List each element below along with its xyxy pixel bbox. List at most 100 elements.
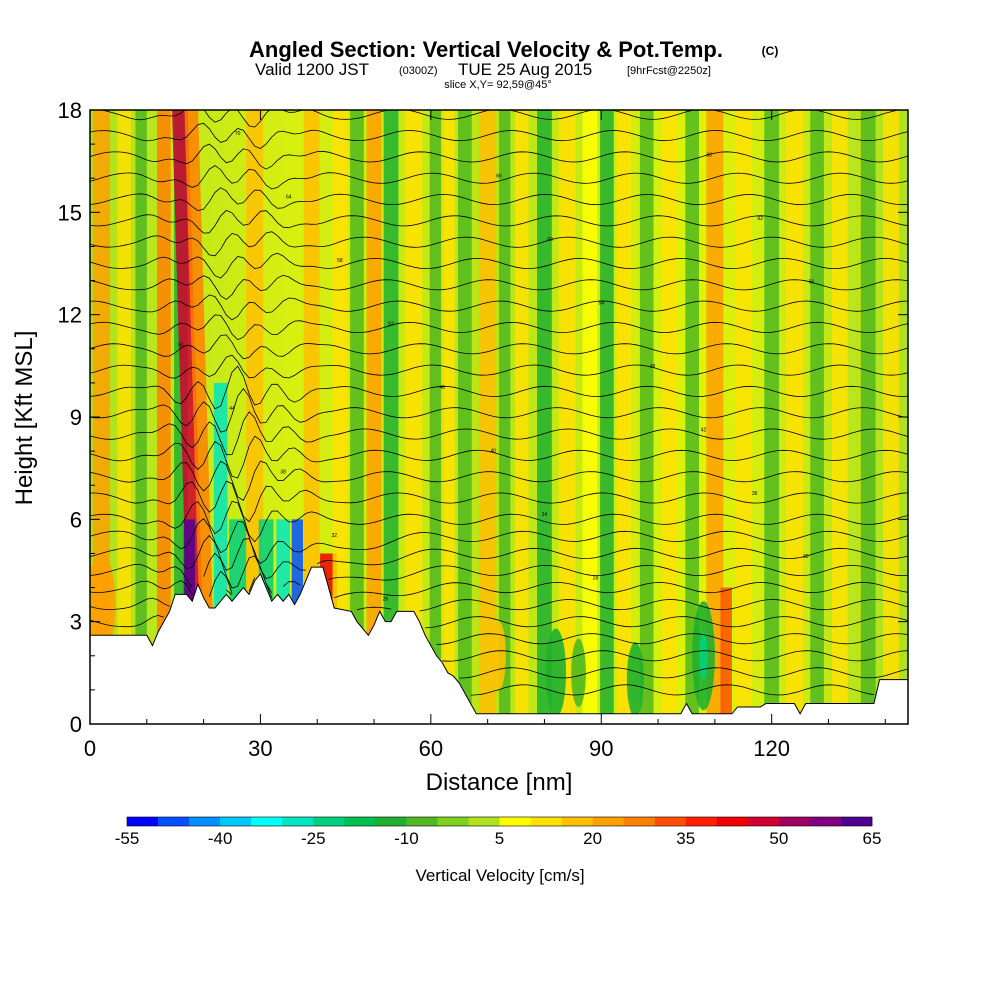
- colorbar-tick-label: 65: [863, 829, 882, 848]
- colorbar-swatch: [654, 817, 687, 826]
- velocity-cell: [492, 621, 506, 690]
- velocity-band: [582, 110, 598, 724]
- velocity-band: [458, 110, 472, 724]
- velocity-band: [383, 110, 399, 724]
- contour-label: 62: [758, 216, 764, 222]
- velocity-band: [558, 110, 576, 724]
- subtitle-forecast: [9hrFcst@2250z]: [627, 65, 711, 77]
- theta-contour: [470, 684, 874, 696]
- plot-area: 26 28 30 32 34 36 38 40 42 44 46 48 50 52 54 56 58 60 62 64…: [90, 110, 908, 724]
- theta-contour: [90, 365, 908, 410]
- theta-contour: [90, 252, 908, 279]
- velocity-band: [441, 110, 455, 724]
- velocity-band: [135, 110, 147, 724]
- theta-contour: [90, 231, 908, 257]
- x-axis: 0 30 60 90 120: [84, 110, 886, 761]
- theta-contour: [90, 552, 908, 594]
- velocity-band: [639, 110, 654, 724]
- colorbar-swatch: [809, 817, 842, 826]
- theta-contour: [90, 480, 908, 523]
- colorbar-tick-label: 35: [676, 829, 695, 848]
- theta-contour: [90, 334, 908, 360]
- colorbar-frame: [126, 816, 873, 827]
- velocity-band: [514, 110, 529, 724]
- contour-label: 28: [593, 575, 599, 581]
- velocity-band: [831, 110, 848, 724]
- x-tick-label: 0: [84, 736, 96, 761]
- theta-contour: [90, 143, 908, 170]
- low-level-cells: [90, 553, 715, 718]
- theta-contour: [90, 460, 908, 501]
- contour-label: 56: [809, 279, 815, 285]
- colorbar-swatch: [158, 817, 190, 826]
- colorbar-swatch: [530, 817, 562, 826]
- contour-label: 42: [701, 427, 707, 433]
- contour-label: 44: [229, 406, 235, 412]
- theta-contour: [436, 633, 908, 645]
- contour-label: 52: [388, 322, 394, 328]
- contour-label: 36: [752, 491, 758, 497]
- theta-contour: [442, 650, 908, 662]
- velocity-band: [734, 110, 752, 724]
- contour-label: 46: [439, 385, 445, 391]
- contour-label: 26: [383, 597, 389, 603]
- colorbar-swatch: [716, 817, 749, 826]
- contour-label: 50: [178, 343, 184, 349]
- colorbar-tick-label: -55: [115, 829, 140, 848]
- chart-title: Angled Section: Vertical Velocity & Pot.…: [249, 37, 723, 62]
- velocity-band: [764, 110, 780, 724]
- velocity-band: [366, 110, 382, 724]
- colorbar-swatch: [778, 817, 811, 826]
- colorbar-title: Vertical Velocity [cm/s]: [415, 866, 584, 885]
- theta-contour: [90, 209, 908, 234]
- velocity-band: [350, 110, 364, 724]
- velocity-band: [157, 110, 171, 724]
- colorbar-swatch: [685, 817, 718, 826]
- colorbar-swatch: [623, 817, 656, 826]
- colorbar: -55 -40 -25 -10 5 20 35 50 65: [115, 816, 882, 848]
- velocity-band: [616, 110, 632, 724]
- chart-subtitle: Valid 1200 JST (0300Z) TUE 25 Aug 2015 […: [255, 60, 711, 79]
- velocity-band: [860, 110, 876, 724]
- theta-contour: [90, 294, 908, 321]
- colorbar-swatch: [747, 817, 780, 826]
- theta-contour: [90, 314, 908, 341]
- velocity-band: [720, 587, 732, 724]
- velocity-band: [184, 110, 217, 724]
- contour-label: 30: [803, 554, 809, 560]
- contour-label: 40: [491, 448, 497, 454]
- colorbar-swatch: [189, 817, 221, 826]
- velocity-cell: [626, 642, 644, 718]
- x-tick-label: 90: [589, 736, 613, 761]
- theta-contour: [90, 614, 908, 629]
- velocity-band: [332, 110, 348, 724]
- y-tick-label: 3: [70, 610, 82, 635]
- y-tick-label: 18: [58, 98, 82, 123]
- y-tick-label: 9: [70, 405, 82, 430]
- colorbar-swatch: [499, 817, 531, 826]
- contour-label: 54: [598, 300, 604, 306]
- contour-label: 32: [331, 533, 337, 539]
- subtitle-date: TUE 25 Aug 2015: [458, 60, 592, 79]
- theta-contour: [90, 435, 908, 479]
- velocity-band: [117, 110, 131, 724]
- theta-contour: [90, 570, 908, 599]
- contour-label: 60: [547, 237, 553, 243]
- velocity-band: [883, 110, 899, 724]
- x-tick-label: 120: [753, 736, 790, 761]
- theta-contour: [90, 534, 908, 580]
- velocity-band: [706, 110, 724, 724]
- velocity-cell: [90, 553, 116, 656]
- velocity-band: [810, 110, 824, 724]
- chart-title-suffix: (C): [762, 44, 779, 58]
- colorbar-swatch: [251, 817, 283, 826]
- contour-label: 68: [706, 152, 712, 158]
- y-tick-label: 12: [58, 303, 82, 328]
- theta-contour: [90, 165, 908, 190]
- colorbar-swatch: [561, 817, 593, 826]
- colorbar-swatch: [220, 817, 252, 826]
- theta-contour: [90, 354, 908, 379]
- colorbar-tick-label: -40: [208, 829, 233, 848]
- theta-contour: [90, 501, 908, 543]
